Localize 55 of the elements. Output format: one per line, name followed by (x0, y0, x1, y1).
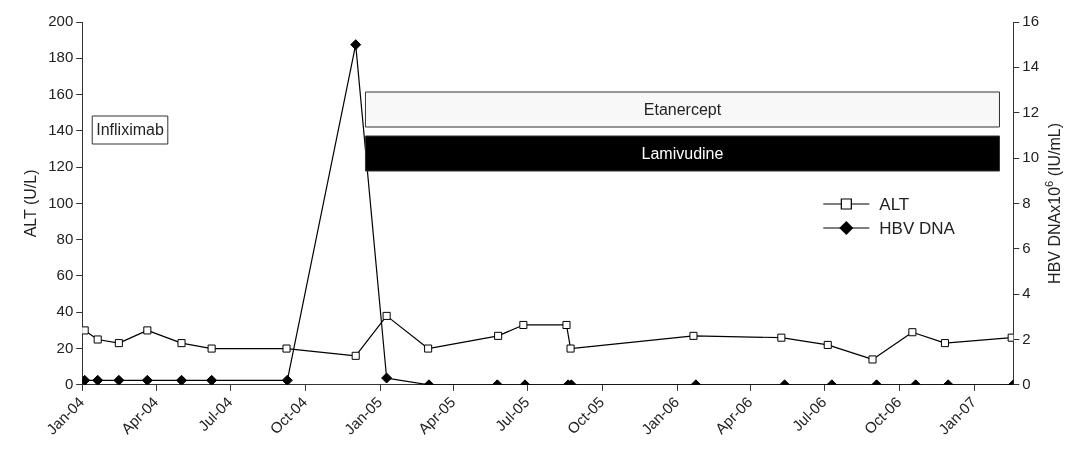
point (282, 344, 291, 353)
y-tick-label: 0 (64, 374, 74, 392)
point (1007, 333, 1014, 342)
point (207, 344, 216, 353)
y2-tick-label: 12 (1022, 102, 1039, 120)
y-tick-label: 60 (56, 266, 74, 284)
y-tick-label: 120 (48, 157, 74, 175)
y2-tick-label: 8 (1022, 193, 1031, 211)
y-tick-label: 40 (56, 302, 74, 320)
point (114, 339, 123, 348)
point (351, 351, 360, 360)
point (689, 331, 698, 340)
point (940, 339, 949, 348)
y-axis-title: ALT (U/L) (22, 169, 40, 238)
point (141, 374, 153, 385)
legend-label: ALT (879, 194, 910, 214)
point (868, 355, 877, 364)
y2-axis-title: HBV DNAx106 (IU/mL) (1042, 122, 1064, 284)
point (113, 374, 125, 385)
point (143, 326, 152, 335)
y-tick-label: 180 (48, 48, 74, 66)
y-tick-label: 100 (48, 193, 74, 211)
y-tick-label: 20 (56, 338, 74, 356)
point (382, 311, 391, 320)
y2-tick-label: 16 (1022, 12, 1039, 30)
y2-tick-label: 14 (1022, 57, 1039, 75)
point (424, 344, 433, 353)
point (92, 374, 104, 385)
y-tick-label: 200 (48, 12, 74, 30)
band-label: Lamivudine (641, 144, 724, 162)
y-tick-label: 160 (48, 84, 74, 102)
point (823, 340, 832, 349)
point (494, 331, 503, 340)
point (519, 320, 528, 330)
point (562, 320, 571, 330)
legend-label: HBV DNA (879, 218, 956, 238)
point (281, 374, 293, 385)
y2-tick-label: 10 (1022, 148, 1039, 166)
point (176, 374, 188, 385)
y2-tick-label: 0 (1022, 374, 1031, 392)
point (350, 39, 362, 51)
point (93, 335, 102, 344)
y2-tick-label: 2 (1022, 329, 1031, 347)
y-tick-label: 80 (56, 229, 74, 247)
point (777, 333, 786, 342)
point (82, 326, 89, 335)
y2-tick-label: 4 (1022, 284, 1031, 302)
point (908, 328, 917, 337)
point (177, 339, 186, 348)
point (566, 344, 575, 353)
y2-tick-label: 6 (1022, 238, 1031, 256)
y-tick-label: 140 (48, 120, 74, 138)
point (206, 374, 218, 385)
band-label: Etanercept (643, 100, 722, 118)
annotation: Infliximab (96, 121, 164, 139)
